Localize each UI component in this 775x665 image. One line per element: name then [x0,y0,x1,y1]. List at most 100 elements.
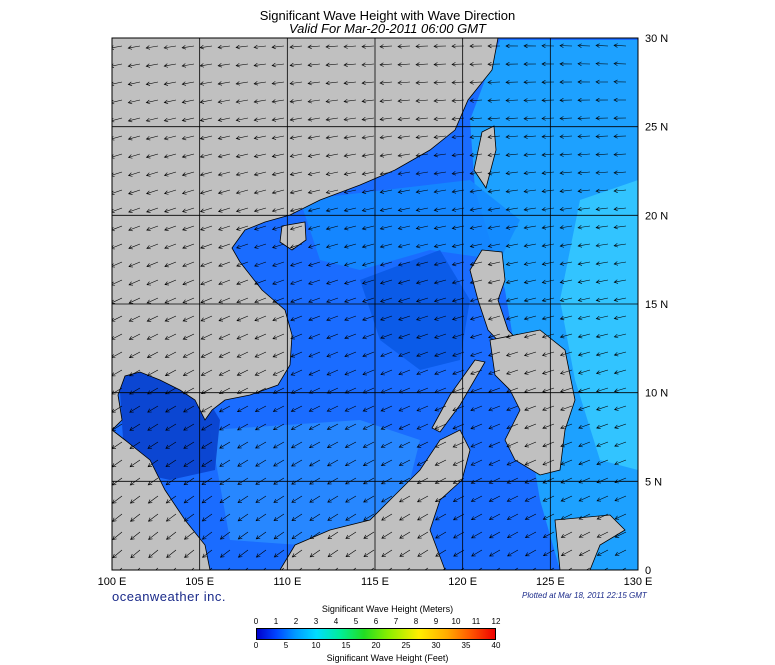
wave-arrow [434,387,447,394]
wave-arrow [326,441,339,448]
wave-arrow [343,261,357,267]
wave-arrow [200,297,213,304]
wave-arrow [613,79,627,85]
wave-arrow [199,135,213,141]
wave-arrow [147,459,159,468]
wave-arrow [308,279,321,285]
wave-arrow [237,441,249,449]
wave-arrow [129,387,141,395]
wave-arrow [272,297,285,304]
wave-arrow [127,153,141,159]
wave-arrow [326,387,339,394]
wave-arrow [255,441,267,449]
wave-arrow [147,495,159,504]
wave-arrow [433,62,447,67]
wave-arrow [487,207,501,212]
wave-arrow [235,81,249,86]
wave-arrow [488,423,501,430]
wave-arrow [273,549,285,558]
wave-arrow [415,171,429,176]
wave-arrow [344,315,357,322]
wave-arrow [343,225,357,231]
wave-arrow [417,531,429,539]
wave-arrow [309,531,321,540]
wave-arrow [567,567,573,570]
wave-arrow [595,225,609,230]
wave-arrow [451,116,465,121]
wave-arrow [451,207,465,212]
wave-arrow [621,567,627,570]
wave-arrow [128,261,141,268]
wave-arrow [397,153,411,158]
wave-arrow [542,405,555,412]
wave-arrow [290,297,303,304]
wave-arrow [326,279,339,285]
wave-arrow [183,459,195,467]
wave-band-dark-center [360,250,470,370]
wave-arrow [182,297,195,304]
wave-arrow [559,333,573,339]
wave-arrow [559,134,573,139]
colorbar-tick: 8 [413,617,419,626]
wave-arrow [452,477,465,484]
wave-arrow [112,423,123,431]
wave-arrow [381,495,393,503]
wave-arrow [290,279,303,285]
wave-arrow [578,441,591,448]
wave-arrow [415,207,429,212]
wave-arrow [523,170,537,176]
wave-arrow [128,369,141,377]
wave-arrow [262,567,267,570]
wave-arrow [488,387,501,394]
wave-arrow [469,134,483,140]
wave-arrow [380,387,393,394]
wave-arrow [326,369,339,376]
wave-arrow [217,135,231,141]
wave-arrow [577,170,591,175]
wave-arrow [452,423,465,430]
wave-arrow [451,297,465,303]
wave-arrow [435,513,447,521]
wave-arrow [471,549,483,557]
wave-arrow [254,405,267,412]
wave-arrow [218,261,231,268]
wave-arrow [469,152,483,158]
wave-arrow [559,207,573,212]
wave-arrow [523,333,537,339]
wave-arrow [380,405,393,412]
wave-arrow [255,549,267,558]
wave-arrow [227,567,231,570]
wave-arrow [614,405,627,411]
wave-arrow [613,369,627,375]
wave-arrow [415,279,429,285]
wave-arrow [290,405,303,412]
wave-arrow [469,243,483,248]
wave-arrow [145,135,159,141]
wave-arrow [433,315,447,321]
wave-arrow [163,81,177,86]
wave-arrow [541,297,555,303]
wave-arrow [326,351,339,358]
wave-arrow [595,116,609,121]
wave-arrow [488,441,501,448]
wave-arrow [541,225,555,230]
wave-arrow [505,261,519,267]
wave-arrow [183,531,195,540]
wave-arrow [560,549,573,556]
wave-arrow [201,495,213,504]
wave-arrow [559,152,573,157]
wave-arrow [147,441,159,449]
wave-arrow [343,80,357,86]
wave-arrow [397,261,411,267]
wave-arrow [146,369,159,377]
wave-arrow [560,459,573,466]
wave-arrow [614,495,627,502]
wave-arrow [127,135,141,141]
wave-arrow [505,80,519,85]
wave-arrow [237,459,249,467]
lat-label: 5 N [645,476,662,488]
wave-arrow [307,243,321,249]
wave-arrow [595,243,609,248]
wave-arrow [505,116,519,121]
wave-arrow [289,44,303,50]
